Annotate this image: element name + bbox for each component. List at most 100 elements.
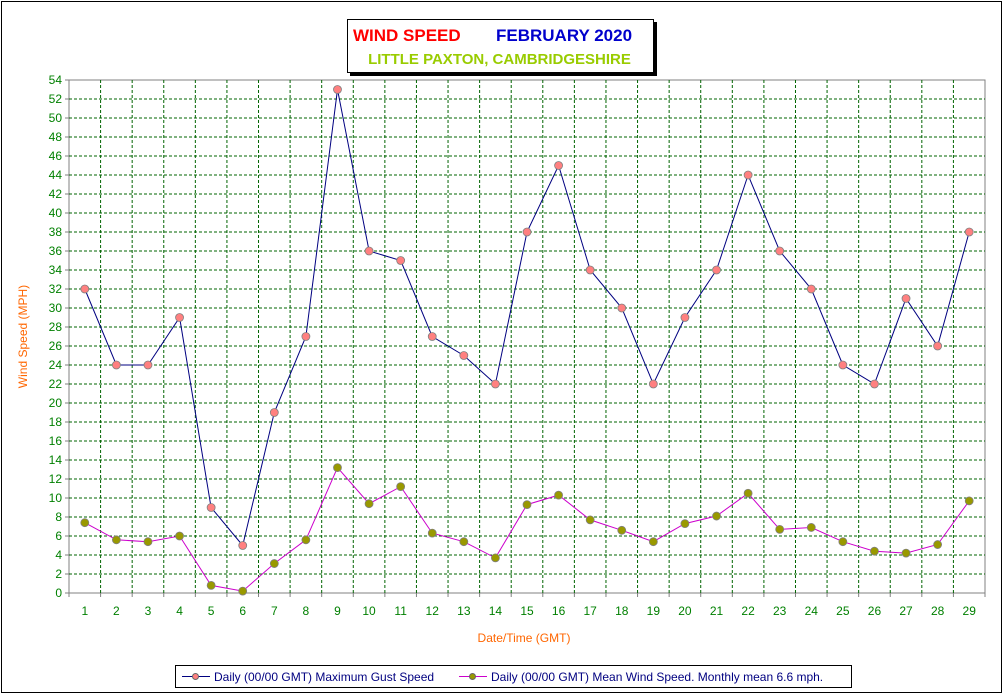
legend-label-mean: Daily (00/00 GMT) Mean Wind Speed. Month… bbox=[491, 670, 824, 684]
data-point-mean bbox=[491, 553, 500, 563]
data-point-gust bbox=[143, 360, 153, 370]
y-tick-label: 52 bbox=[49, 92, 63, 106]
x-tick-label: 25 bbox=[836, 604, 850, 618]
data-point-mean bbox=[111, 535, 121, 545]
data-point-mean bbox=[743, 488, 753, 498]
data-point-mean bbox=[617, 525, 627, 535]
x-tick-label: 8 bbox=[303, 604, 310, 618]
data-point-gust bbox=[743, 170, 753, 180]
legend-swatch-mean bbox=[459, 672, 487, 682]
data-point-mean bbox=[585, 515, 595, 525]
data-point-gust bbox=[269, 408, 279, 417]
y-tick-label: 10 bbox=[49, 491, 63, 505]
data-point-gust bbox=[806, 284, 816, 294]
x-tick-label: 19 bbox=[647, 604, 661, 618]
chart-subtitle: LITTLE PAXTON, CAMBRIDGESHIRE bbox=[368, 51, 631, 68]
plot-area bbox=[68, 79, 986, 594]
y-tick-label: 8 bbox=[55, 510, 62, 524]
data-point-mean bbox=[301, 535, 311, 545]
data-point-gust bbox=[491, 379, 500, 389]
x-tick-label: 14 bbox=[489, 604, 503, 618]
title-box: WIND SPEED FEBRUARY 2020 LITTLE PAXTON, … bbox=[347, 19, 654, 73]
data-point-gust bbox=[80, 284, 90, 294]
y-tick-label: 20 bbox=[49, 396, 63, 410]
x-tick-label: 12 bbox=[426, 604, 440, 618]
data-point-gust bbox=[459, 351, 469, 360]
x-tick-label: 22 bbox=[741, 604, 755, 618]
data-point-gust bbox=[680, 313, 690, 322]
data-point-gust bbox=[111, 360, 121, 370]
x-tick-label: 10 bbox=[362, 604, 376, 618]
y-tick-label: 44 bbox=[49, 168, 63, 182]
y-tick-label: 38 bbox=[49, 225, 63, 239]
data-point-gust bbox=[964, 227, 974, 237]
y-tick-label: 32 bbox=[49, 282, 63, 296]
data-point-mean bbox=[364, 499, 374, 509]
x-tick-label: 24 bbox=[805, 604, 819, 618]
chart-title-wind-speed: WIND SPEED bbox=[353, 26, 461, 45]
x-tick-label: 26 bbox=[868, 604, 882, 618]
x-tick-label: 13 bbox=[457, 604, 471, 618]
data-point-gust bbox=[301, 332, 311, 341]
y-tick-label: 50 bbox=[49, 111, 63, 125]
data-point-gust bbox=[838, 360, 848, 370]
y-tick-label: 26 bbox=[49, 339, 63, 353]
data-point-mean bbox=[806, 523, 816, 532]
data-point-gust bbox=[333, 85, 342, 94]
x-tick-label: 18 bbox=[615, 604, 629, 618]
y-tick-label: 0 bbox=[55, 586, 62, 600]
legend-label-gust: Daily (00/00 GMT) Maximum Gust Speed bbox=[214, 670, 435, 684]
data-point-mean bbox=[238, 586, 248, 596]
data-point-gust bbox=[901, 294, 911, 303]
data-point-mean bbox=[838, 537, 848, 547]
data-point-mean bbox=[870, 546, 879, 556]
data-point-gust bbox=[238, 541, 248, 550]
data-point-mean bbox=[143, 537, 153, 547]
y-tick-label: 54 bbox=[49, 73, 63, 87]
x-tick-label: 23 bbox=[773, 604, 787, 618]
chart-title-month: FEBRUARY 2020 bbox=[496, 26, 633, 45]
legend-item-gust: Daily (00/00 GMT) Maximum Gust Speed bbox=[182, 670, 434, 684]
y-tick-label: 24 bbox=[49, 358, 63, 372]
x-tick-label: 3 bbox=[145, 604, 152, 618]
data-point-gust bbox=[427, 332, 437, 341]
x-tick-label: 20 bbox=[678, 604, 692, 618]
y-tick-label: 42 bbox=[49, 187, 63, 201]
data-point-mean bbox=[427, 528, 437, 538]
x-tick-label: 29 bbox=[963, 604, 977, 618]
data-point-mean bbox=[554, 490, 563, 500]
data-point-gust bbox=[870, 379, 879, 389]
data-point-mean bbox=[459, 537, 469, 547]
data-point-mean bbox=[901, 548, 911, 558]
data-point-mean bbox=[333, 463, 342, 473]
data-point-gust bbox=[396, 256, 406, 265]
y-tick-label: 12 bbox=[49, 472, 63, 486]
x-tick-label: 5 bbox=[208, 604, 215, 618]
data-point-gust bbox=[585, 265, 595, 275]
x-tick-label: 2 bbox=[113, 604, 120, 618]
y-tick-label: 22 bbox=[49, 377, 63, 391]
y-tick-label: 2 bbox=[55, 567, 62, 581]
legend-swatch-gust bbox=[182, 672, 210, 682]
x-tick-label: 6 bbox=[239, 604, 246, 618]
data-point-mean bbox=[680, 519, 690, 529]
y-axis-label: Wind Speed (MPH) bbox=[16, 285, 30, 388]
x-tick-label: 7 bbox=[271, 604, 278, 618]
x-tick-label: 27 bbox=[899, 604, 913, 618]
x-tick-label: 28 bbox=[931, 604, 945, 618]
x-tick-label: 21 bbox=[710, 604, 724, 618]
data-point-gust bbox=[554, 161, 563, 170]
x-axis-label: Date/Time (GMT) bbox=[478, 631, 571, 645]
y-tick-label: 40 bbox=[49, 206, 63, 220]
data-point-mean bbox=[648, 537, 658, 547]
data-point-gust bbox=[522, 227, 532, 237]
legend: Daily (00/00 GMT) Maximum Gust Speed Dai… bbox=[175, 665, 852, 688]
data-point-gust bbox=[364, 246, 374, 256]
x-tick-label: 11 bbox=[394, 604, 407, 618]
x-tick-label: 16 bbox=[552, 604, 566, 618]
x-tick-label: 4 bbox=[176, 604, 183, 618]
y-tick-label: 48 bbox=[49, 130, 63, 144]
data-point-gust bbox=[712, 265, 721, 275]
data-point-gust bbox=[206, 503, 216, 512]
